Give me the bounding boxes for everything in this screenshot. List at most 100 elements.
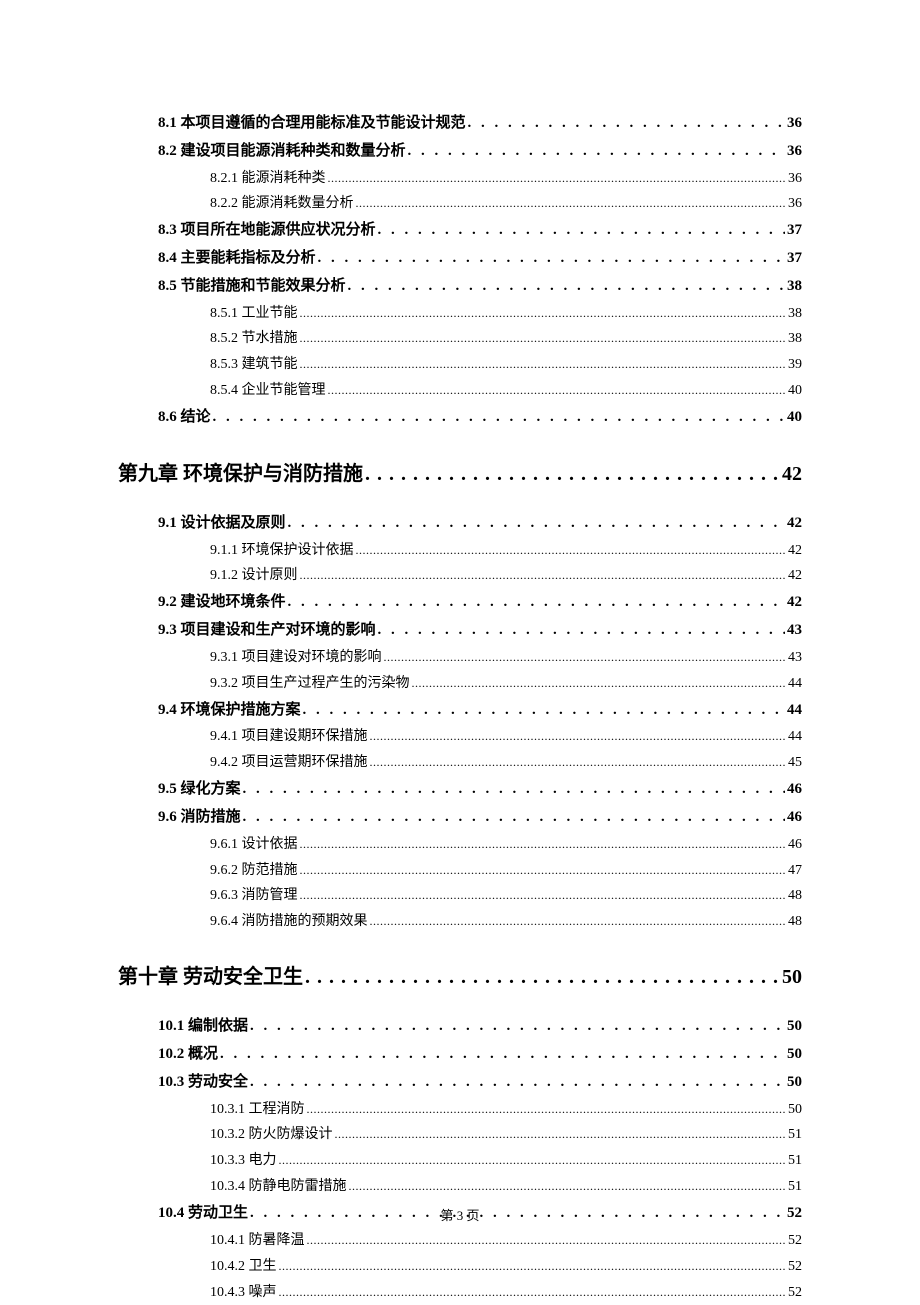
toc-entry-page: 52 [788, 1280, 802, 1305]
toc-entry-label: 8.3 项目所在地能源供应状况分析 [158, 217, 376, 245]
toc-entry: 10.2 概况. . . . . . . . . . . . . . . . .… [158, 1041, 802, 1069]
toc-leader-dots: . . . . . . . . . . . . . . . . . . . . … [288, 589, 785, 617]
toc-leader-dots: . . . . . . . . . . . . . . . . . . . . … [365, 460, 780, 488]
toc-entry-page: 46 [788, 832, 802, 858]
toc-entry: 8.6 结论. . . . . . . . . . . . . . . . . … [158, 404, 802, 432]
toc-entry-page: 51 [788, 1148, 802, 1174]
toc-entry-label: 9.6.4 消防措施的预期效果 [210, 909, 368, 935]
toc-leader-dots: . . . . . . . . . . . . . . . . . . . . … [408, 138, 785, 166]
toc-entry: 9.3.1 项目建设对环境的影响........................… [210, 645, 802, 671]
toc-leader-dots: ........................................… [335, 1123, 787, 1145]
toc-entry: 9.5 绿化方案. . . . . . . . . . . . . . . . … [158, 776, 802, 804]
toc-leader-dots: . . . . . . . . . . . . . . . . . . . . … [243, 804, 785, 832]
toc-entry: 8.2 建设项目能源消耗种类和数量分析. . . . . . . . . . .… [158, 138, 802, 166]
toc-leader-dots: ........................................… [349, 1175, 787, 1197]
toc-leader-dots: ........................................… [300, 564, 787, 586]
toc-entry: 10.4.3 噪声...............................… [210, 1280, 802, 1305]
toc-entry-label: 9.3.1 项目建设对环境的影响 [210, 645, 382, 671]
toc-leader-dots: . . . . . . . . . . . . . . . . . . . . … [318, 245, 785, 273]
document-page: 8.1 本项目遵循的合理用能标准及节能设计规范. . . . . . . . .… [0, 0, 920, 1302]
toc-entry-label: 8.5.3 建筑节能 [210, 352, 298, 378]
toc-leader-dots: ........................................… [300, 302, 787, 324]
table-of-contents: 8.1 本项目遵循的合理用能标准及节能设计规范. . . . . . . . .… [118, 110, 802, 1305]
toc-entry-page: 43 [787, 617, 802, 645]
toc-entry-label: 8.5.4 企业节能管理 [210, 378, 326, 404]
toc-entry-label: 10.3.2 防火防爆设计 [210, 1122, 333, 1148]
toc-leader-dots: ........................................… [384, 646, 787, 668]
toc-entry-page: 36 [787, 110, 802, 138]
toc-leader-dots: ........................................… [356, 192, 787, 214]
toc-entry: 10.3.3 电力...............................… [210, 1148, 802, 1174]
toc-entry-page: 36 [788, 191, 802, 217]
toc-entry: 9.4 环境保护措施方案. . . . . . . . . . . . . . … [158, 697, 802, 725]
toc-leader-dots: ........................................… [300, 327, 787, 349]
toc-entry-label: 9.3.2 项目生产过程产生的污染物 [210, 671, 410, 697]
toc-entry-label: 8.1 本项目遵循的合理用能标准及节能设计规范 [158, 110, 466, 138]
toc-entry: 第九章 环境保护与消防措施. . . . . . . . . . . . . .… [118, 460, 802, 488]
toc-entry-label: 9.6.3 消防管理 [210, 883, 298, 909]
toc-entry: 8.5.2 节水措施..............................… [210, 326, 802, 352]
toc-leader-dots: . . . . . . . . . . . . . . . . . . . . … [250, 1013, 785, 1041]
toc-entry: 10.3.2 防火防爆设计...........................… [210, 1122, 802, 1148]
toc-leader-dots: ........................................… [328, 167, 787, 189]
toc-entry: 9.3.2 项目生产过程产生的污染物......................… [210, 671, 802, 697]
toc-entry-label: 8.6 结论 [158, 404, 211, 432]
toc-entry-label: 9.4.1 项目建设期环保措施 [210, 724, 368, 750]
toc-entry-label: 10.4.2 卫生 [210, 1254, 277, 1280]
toc-entry: 9.6.2 防范措施..............................… [210, 858, 802, 884]
toc-leader-dots: . . . . . . . . . . . . . . . . . . . . … [250, 1069, 785, 1097]
toc-entry-label: 8.2 建设项目能源消耗种类和数量分析 [158, 138, 406, 166]
toc-entry: 8.5.1 工业节能..............................… [210, 301, 802, 327]
toc-entry-page: 45 [788, 750, 802, 776]
toc-entry-label: 10.4.1 防暑降温 [210, 1228, 305, 1254]
toc-entry-label: 10.4.3 噪声 [210, 1280, 277, 1305]
toc-leader-dots: ........................................… [370, 725, 787, 747]
toc-leader-dots: . . . . . . . . . . . . . . . . . . . . … [468, 110, 785, 138]
toc-entry: 8.5.3 建筑节能..............................… [210, 352, 802, 378]
toc-entry: 10.3.4 防静电防雷措施..........................… [210, 1174, 802, 1200]
toc-entry-page: 38 [788, 301, 802, 327]
toc-entry-page: 47 [788, 858, 802, 884]
toc-entry-label: 9.6.1 设计依据 [210, 832, 298, 858]
toc-leader-dots: ........................................… [279, 1281, 787, 1303]
toc-entry: 9.2 建设地环境条件. . . . . . . . . . . . . . .… [158, 589, 802, 617]
toc-entry: 10.4.2 卫生...............................… [210, 1254, 802, 1280]
toc-entry-page: 50 [787, 1069, 802, 1097]
toc-entry-label: 10.3 劳动安全 [158, 1069, 248, 1097]
toc-entry-label: 10.2 概况 [158, 1041, 218, 1069]
toc-entry-label: 9.1.2 设计原则 [210, 563, 298, 589]
toc-entry-page: 38 [787, 273, 802, 301]
toc-entry-page: 44 [788, 671, 802, 697]
toc-entry-label: 第十章 劳动安全卫生 [118, 963, 303, 991]
toc-leader-dots: ........................................… [279, 1255, 787, 1277]
toc-entry-page: 42 [787, 589, 802, 617]
toc-entry-page: 42 [787, 510, 802, 538]
toc-entry-page: 40 [787, 404, 802, 432]
toc-entry-page: 38 [788, 326, 802, 352]
toc-entry: 10.1 编制依据. . . . . . . . . . . . . . . .… [158, 1013, 802, 1041]
toc-entry: 9.4.2 项目运营期环保措施.........................… [210, 750, 802, 776]
toc-entry-label: 8.5 节能措施和节能效果分析 [158, 273, 346, 301]
toc-entry: 8.4 主要能耗指标及分析. . . . . . . . . . . . . .… [158, 245, 802, 273]
toc-entry: 8.5 节能措施和节能效果分析. . . . . . . . . . . . .… [158, 273, 802, 301]
toc-leader-dots: . . . . . . . . . . . . . . . . . . . . … [378, 617, 785, 645]
toc-leader-dots: ........................................… [307, 1229, 787, 1251]
toc-entry: 9.6.4 消防措施的预期效果.........................… [210, 909, 802, 935]
toc-entry-page: 36 [788, 166, 802, 192]
toc-leader-dots: ........................................… [356, 539, 787, 561]
toc-entry: 9.6 消防措施. . . . . . . . . . . . . . . . … [158, 804, 802, 832]
toc-entry-page: 52 [788, 1228, 802, 1254]
toc-entry-page: 36 [787, 138, 802, 166]
toc-leader-dots: ........................................… [307, 1098, 787, 1120]
toc-leader-dots: . . . . . . . . . . . . . . . . . . . . … [220, 1041, 785, 1069]
toc-entry-page: 46 [787, 804, 802, 832]
page-footer: 第 3 页 [0, 1205, 920, 1224]
toc-leader-dots: ........................................… [279, 1149, 787, 1171]
toc-leader-dots: . . . . . . . . . . . . . . . . . . . . … [213, 404, 785, 432]
toc-entry-label: 10.3.3 电力 [210, 1148, 277, 1174]
toc-entry: 8.1 本项目遵循的合理用能标准及节能设计规范. . . . . . . . .… [158, 110, 802, 138]
toc-entry-label: 9.4 环境保护措施方案 [158, 697, 301, 725]
toc-entry-label: 9.4.2 项目运营期环保措施 [210, 750, 368, 776]
toc-entry: 9.1.2 设计原则..............................… [210, 563, 802, 589]
toc-entry-page: 39 [788, 352, 802, 378]
